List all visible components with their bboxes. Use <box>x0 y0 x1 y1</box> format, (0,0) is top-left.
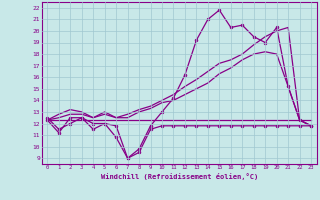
X-axis label: Windchill (Refroidissement éolien,°C): Windchill (Refroidissement éolien,°C) <box>100 173 258 180</box>
